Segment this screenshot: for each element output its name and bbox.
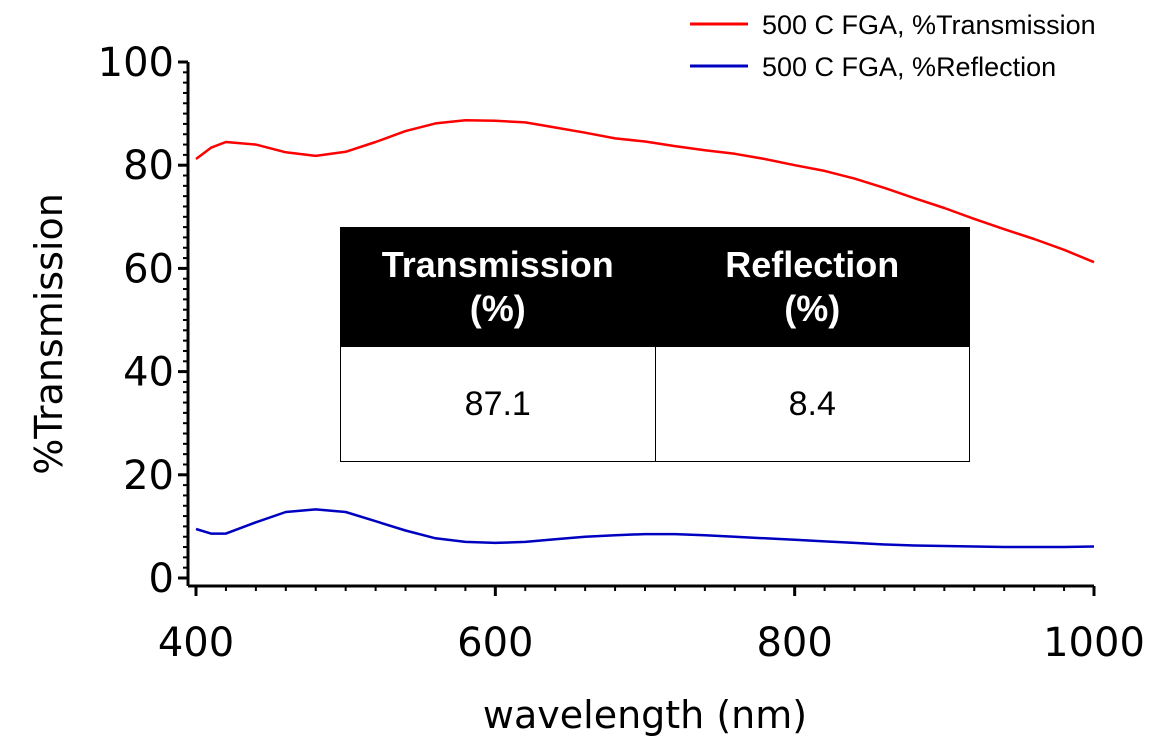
reflection-header: Reflection (%) (654, 227, 970, 347)
y-tick-label: 40 (123, 350, 174, 396)
y-tick-label: 60 (123, 246, 174, 292)
legend-label: 500 C FGA, %Transmission (762, 10, 1096, 40)
y-axis-ticks: 0 20 40 60 80 100 (98, 40, 188, 602)
x-axis-ticks: 400 600 800 1000 (158, 586, 1145, 666)
transmission-value: 87.1 (340, 346, 656, 462)
reflection-value: 8.4 (654, 346, 970, 462)
x-tick-label: 600 (457, 620, 533, 666)
transmission-header: Transmission (%) (340, 227, 656, 347)
y-tick-label: 20 (123, 453, 174, 499)
y-tick-label: 100 (98, 40, 174, 86)
legend-label: 500 C FGA, %Reflection (762, 52, 1056, 82)
x-tick-label: 1000 (1043, 620, 1145, 666)
series-layer (195, 119, 1095, 549)
series-line-0 (195, 119, 1095, 264)
table-row: 87.1 8.4 (340, 346, 970, 462)
y-tick-label: 80 (123, 143, 174, 189)
table-header-row: Transmission (%) Reflection (%) (340, 227, 970, 347)
results-table: Transmission (%) Reflection (%) 87.1 8.4 (340, 227, 970, 462)
x-tick-label: 400 (158, 620, 234, 666)
legend: 500 C FGA, %Transmission 500 C FGA, %Refl… (690, 10, 1096, 82)
x-axis-title: wavelength (nm) (483, 693, 807, 737)
y-axis-title: %Transmission (27, 193, 71, 475)
x-tick-label: 800 (756, 620, 832, 666)
y-tick-label: 0 (149, 556, 174, 602)
series-line-1 (195, 508, 1095, 549)
axes: 0 20 40 60 80 100 400 600 800 1000 (98, 40, 1145, 666)
